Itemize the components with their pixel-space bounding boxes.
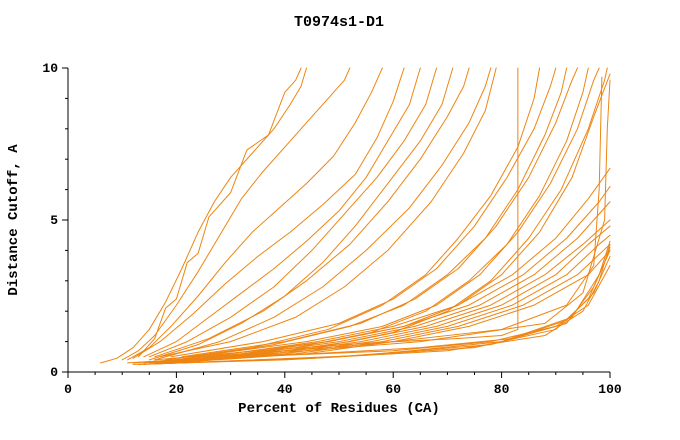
model-curve <box>230 79 611 358</box>
model-curve <box>154 219 611 364</box>
model-curve <box>165 67 541 361</box>
chart-title: T0974s1-D1 <box>294 14 384 31</box>
model-curve <box>165 243 611 364</box>
y-tick-label: 0 <box>50 365 58 380</box>
axis-ticks <box>62 67 611 378</box>
model-curve <box>148 186 611 364</box>
x-tick-label: 0 <box>64 382 72 397</box>
model-curve <box>148 67 438 358</box>
y-tick-label: 5 <box>50 213 58 228</box>
model-curve <box>165 234 611 364</box>
model-curve <box>132 67 405 359</box>
model-curve <box>192 67 600 358</box>
x-tick-label: 40 <box>277 382 293 397</box>
model-curve <box>121 67 351 361</box>
x-tick-label: 80 <box>494 382 510 397</box>
model-curve <box>181 67 578 358</box>
model-curve <box>170 67 557 358</box>
model-curve <box>154 67 492 361</box>
model-curves <box>100 67 611 365</box>
model-curve <box>186 67 589 361</box>
model-curve <box>159 67 497 358</box>
model-curve <box>127 67 383 361</box>
x-axis-label: Percent of Residues (CA) <box>238 401 440 417</box>
x-tick-label: 20 <box>169 382 185 397</box>
model-curve <box>127 265 611 364</box>
axis-tick-labels: 0 20 40 60 80 100 0 5 10 <box>42 61 622 397</box>
model-curve <box>137 246 611 365</box>
x-tick-label: 60 <box>385 382 401 397</box>
y-axis-label: Distance Cutoff, A <box>6 144 22 296</box>
model-curve <box>154 201 611 364</box>
model-curve <box>203 73 611 358</box>
model-curve <box>137 67 302 358</box>
model-curve <box>148 67 454 361</box>
model-curve <box>203 76 603 358</box>
model-curve <box>154 67 519 361</box>
y-tick-label: 10 <box>42 61 58 76</box>
model-curve <box>100 67 307 364</box>
model-curve <box>175 67 568 361</box>
model-curve <box>143 67 421 358</box>
model-curve <box>143 240 611 365</box>
model-curve <box>159 225 611 364</box>
model-curve <box>143 167 611 364</box>
model-curve <box>154 67 470 358</box>
x-tick-label: 100 <box>598 382 622 397</box>
